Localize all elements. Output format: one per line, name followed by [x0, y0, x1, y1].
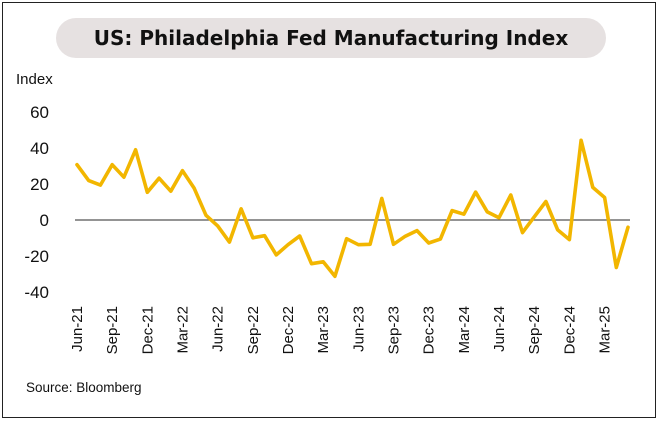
x-tick-label: Dec-23 [421, 306, 438, 354]
x-tick-label: Jun-21 [69, 306, 86, 352]
x-tick-label: Dec-22 [280, 306, 297, 354]
series-line [75, 138, 630, 279]
x-tick-label: Dec-24 [561, 306, 578, 354]
y-tick-label: 20 [30, 175, 49, 194]
source-note: Source: Bloomberg [26, 380, 142, 395]
x-tick-label: Jun-24 [491, 306, 508, 352]
x-tick-label: Mar-23 [315, 306, 332, 354]
x-tick-label: Mar-24 [456, 306, 473, 354]
y-axis-label: Index [16, 71, 53, 88]
chart-title: US: Philadelphia Fed Manufacturing Index [93, 26, 569, 50]
x-tick-label: Sep-21 [104, 306, 121, 354]
x-tick-label: Mar-25 [597, 306, 614, 354]
chart-frame [2, 2, 656, 418]
x-tick-label: Mar-22 [175, 306, 192, 354]
x-tick-label: Dec-21 [139, 306, 156, 354]
x-tick-label: Jun-23 [350, 306, 367, 352]
y-tick-label: 40 [30, 139, 49, 158]
x-tick-label: Sep-22 [245, 306, 262, 354]
x-tick-label: Jun-22 [210, 306, 227, 352]
chart-title-banner: US: Philadelphia Fed Manufacturing Index [56, 18, 606, 58]
y-tick-label: -40 [24, 283, 49, 302]
x-tick-label: Sep-23 [386, 306, 403, 354]
x-tick-label: Sep-24 [526, 306, 543, 354]
y-tick-label: -20 [24, 247, 49, 266]
y-tick-label: 0 [40, 211, 49, 230]
y-tick-label: 60 [30, 103, 49, 122]
